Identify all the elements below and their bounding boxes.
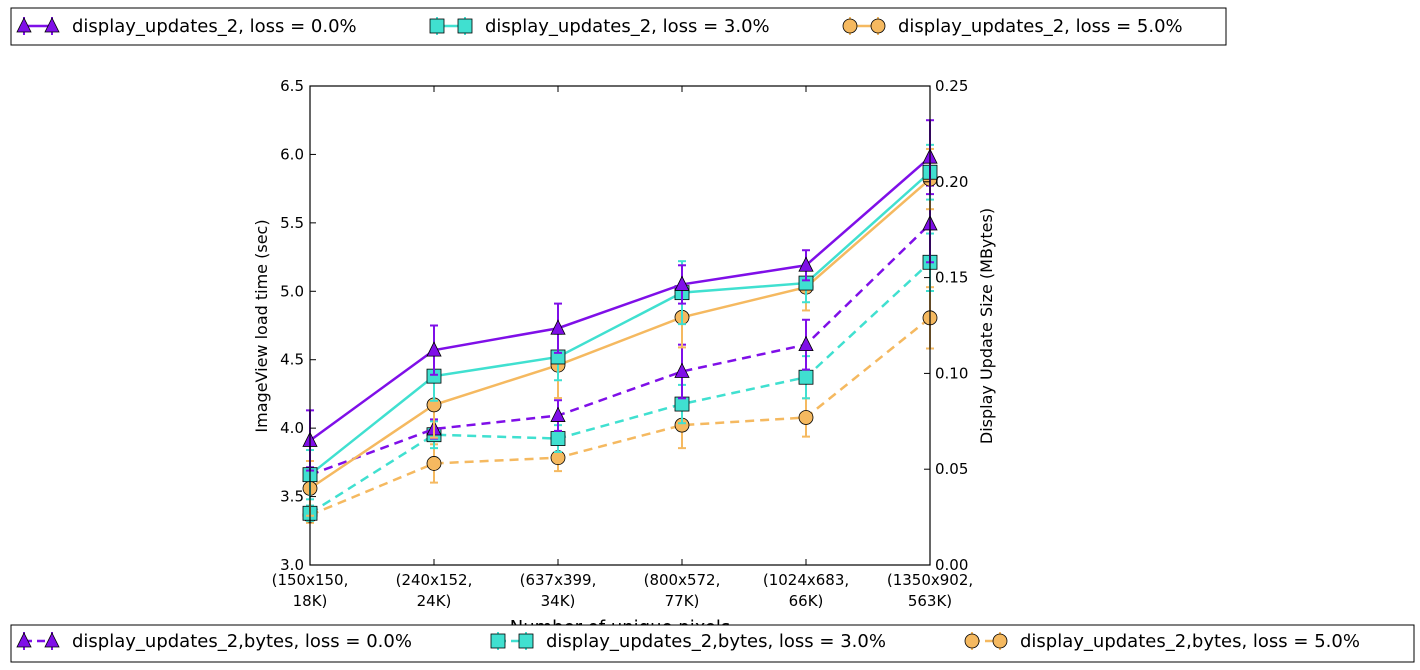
- data-point: [798, 410, 814, 425]
- x-tick-label: 34K): [541, 592, 576, 610]
- data-point: [426, 341, 442, 357]
- y-tick-label-right: 0.10: [935, 364, 968, 382]
- series-line: [309, 223, 931, 477]
- y-tick-label-left: 6.5: [280, 77, 304, 95]
- legend-marker: [44, 632, 60, 648]
- y-tick-label-right: 0.00: [935, 556, 968, 574]
- legend-marker: [870, 18, 886, 34]
- y-tick-label-right: 0.20: [935, 173, 968, 191]
- legend-marker: [518, 633, 534, 649]
- x-tick-label: (800x572,: [644, 571, 721, 589]
- legend-marker: [457, 18, 473, 34]
- x-tick-label: 18K): [293, 592, 328, 610]
- legend-label: display_updates_2,bytes, loss = 5.0%: [1020, 631, 1360, 652]
- x-tick-label: 66K): [789, 592, 824, 610]
- y-tick-label-left: 5.0: [280, 282, 304, 300]
- legend-marker: [44, 17, 60, 33]
- x-axis: (150x150, 18K) (240x152, 24K) (637x399, 34K) (…: [272, 86, 973, 610]
- y-tick-label-right: 0.15: [935, 269, 968, 287]
- series-1: [302, 119, 938, 472]
- x-tick-label: (1350x902,: [887, 571, 973, 589]
- x-tick-label: (1024x683,: [763, 571, 849, 589]
- x-tick-label: (150x150,: [272, 571, 349, 589]
- legend-marker: [429, 18, 445, 34]
- right-axis: 0.00 0.05 0.10 0.15 0.20 0.25: [924, 77, 968, 574]
- data-point: [550, 319, 566, 335]
- y-tick-label-left: 4.0: [280, 419, 304, 437]
- y-tick-label-left: 5.5: [280, 214, 304, 232]
- x-tick-label: 77K): [665, 592, 700, 610]
- legend-marker: [842, 18, 858, 34]
- series-4: [302, 184, 938, 484]
- y-axis-label-left: ImageView load time (sec): [252, 219, 271, 432]
- legend-marker: [16, 632, 32, 648]
- legend-marker: [992, 633, 1008, 649]
- x-tick-label: (240x152,: [396, 571, 473, 589]
- y-tick-label-left: 3.5: [280, 488, 304, 506]
- data-point: [674, 275, 690, 291]
- y-axis-label-right: Display Update Size (MBytes): [977, 208, 996, 444]
- series-line: [309, 156, 931, 442]
- y-tick-label-right: 0.25: [935, 77, 968, 95]
- legend-label: display_updates_2, loss = 5.0%: [898, 16, 1183, 37]
- legend-label: display_updates_2, loss = 0.0%: [72, 16, 357, 37]
- series-line: [309, 178, 931, 490]
- legend-marker: [490, 633, 506, 649]
- legend-label: display_updates_2, loss = 3.0%: [485, 16, 770, 37]
- x-tick-label: 24K): [417, 592, 452, 610]
- series-line: [309, 316, 931, 517]
- data-point: [550, 431, 566, 446]
- series-line: [309, 261, 931, 515]
- legend-label: display_updates_2,bytes, loss = 0.0%: [72, 631, 412, 652]
- legend-bottom-frame: [10, 624, 1415, 663]
- legend-item: display_updates_2, loss = 3.0%: [429, 16, 770, 37]
- legend-bottom: display_updates_2,bytes, loss = 0.0% disp…: [10, 624, 1415, 663]
- data-point: [798, 335, 814, 352]
- series-3: [302, 147, 938, 517]
- x-tick-label: (637x399,: [520, 571, 597, 589]
- x-tick-label: 563K): [908, 592, 952, 610]
- plot-layer: [302, 119, 938, 524]
- legend-top: display_updates_2, loss = 0.0% display_up…: [10, 7, 1227, 46]
- data-point: [550, 406, 566, 422]
- data-point: [426, 456, 442, 471]
- y-tick-label-left: 3.0: [280, 556, 304, 574]
- legend-top-frame: [10, 7, 1227, 46]
- y-tick-label-left: 4.5: [280, 351, 304, 369]
- legend-marker: [16, 17, 32, 33]
- legend-marker: [964, 633, 980, 649]
- y-tick-label-left: 6.0: [280, 145, 304, 163]
- plot-frame: [309, 85, 931, 566]
- data-point: [674, 362, 690, 378]
- series-line: [309, 171, 931, 476]
- legend-item: display_updates_2, loss = 5.0%: [842, 16, 1183, 37]
- data-point: [798, 256, 814, 272]
- data-point: [798, 369, 814, 385]
- series-2: [302, 143, 938, 501]
- legend-item: display_updates_2,bytes, loss = 0.0%: [16, 631, 412, 652]
- y-tick-label-right: 0.05: [935, 460, 968, 478]
- legend-label: display_updates_2,bytes, loss = 3.0%: [546, 631, 886, 652]
- legend-item: display_updates_2, loss = 0.0%: [16, 16, 357, 37]
- legend-item: display_updates_2,bytes, loss = 5.0%: [964, 631, 1360, 652]
- left-axis: 3.0 3.5 4.0 4.5 5.0 5.5 6.0 6.5: [280, 77, 316, 574]
- legend-item: display_updates_2,bytes, loss = 3.0%: [490, 631, 886, 652]
